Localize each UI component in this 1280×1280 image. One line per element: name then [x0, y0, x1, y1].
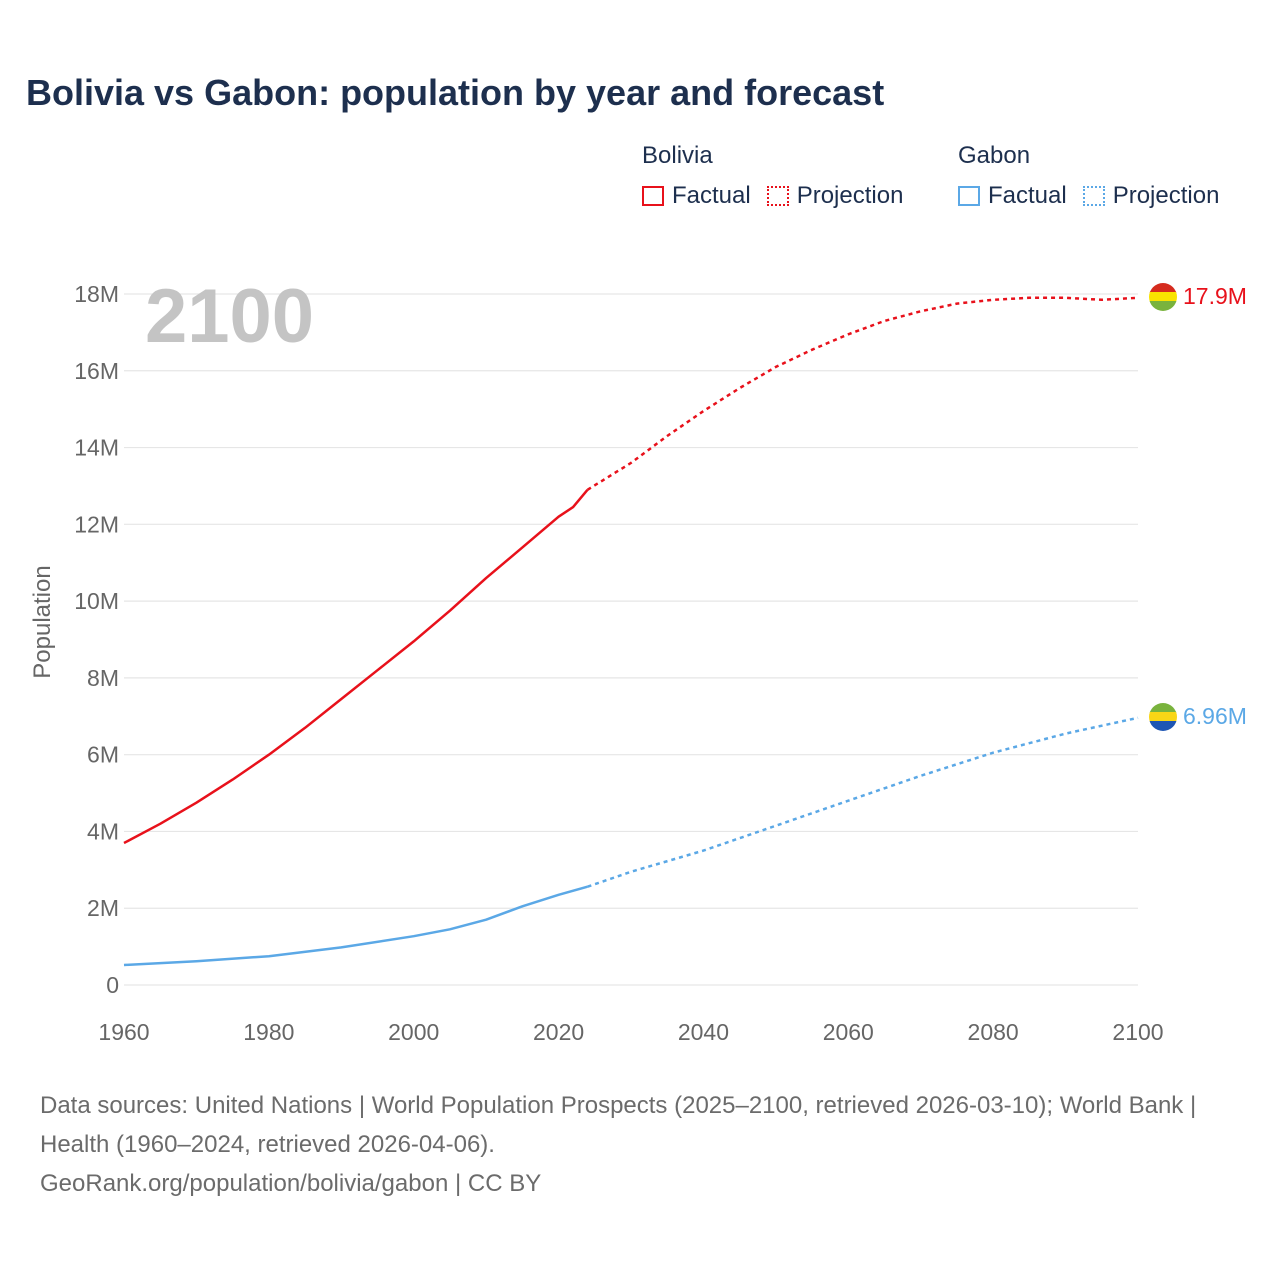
- legend-swatch-solid: [642, 186, 664, 206]
- legend-label: Projection: [796, 182, 904, 209]
- legend-group-name: Gabon: [958, 142, 1031, 169]
- x-tick-label: 2020: [533, 1019, 584, 1045]
- y-tick-label: 12M: [74, 511, 119, 537]
- legend-item-bolivia-projection[interactable]: Projection: [766, 182, 904, 210]
- y-tick-label: 10M: [74, 588, 119, 614]
- legend-label: Factual: [988, 182, 1067, 209]
- x-axis-ticks: 1960 1980 2000 2020 2040 2060 2080 2100: [98, 1019, 1163, 1045]
- gabon-factual-line: [123, 885, 588, 967]
- x-tick-label: 2100: [1112, 1019, 1163, 1045]
- y-tick-label: 6M: [87, 742, 119, 768]
- grid-lines: [124, 293, 1138, 986]
- legend-group-gabon: Gabon Factual Projection: [958, 142, 1219, 210]
- y-tick-label: 4M: [87, 818, 119, 844]
- legend-swatch-dotted: [766, 186, 789, 206]
- y-axis-ticks: 0 2M 4M 6M 8M 10M 12M 14M 16M 18M: [74, 281, 119, 998]
- x-tick-label: 1960: [98, 1019, 149, 1045]
- gabon-flag-icon: [1149, 703, 1177, 731]
- legend-item-bolivia-factual[interactable]: Factual: [642, 182, 751, 210]
- line-chart: 0 2M 4M 6M 8M 10M 12M 14M 16M 18M 1960 1980 2000 202…: [29, 274, 1247, 1045]
- x-tick-label: 2060: [823, 1019, 874, 1045]
- data-sources: Data sources: United Nations | World Pop…: [40, 1092, 1197, 1158]
- y-tick-label: 0: [106, 972, 119, 998]
- gabon-end-label: 6.96M: [1183, 703, 1247, 729]
- x-tick-label: 1980: [243, 1019, 294, 1045]
- bolivia-projection-line: [586, 296, 1139, 491]
- y-tick-label: 16M: [74, 358, 119, 384]
- year-watermark: 2100: [145, 274, 314, 359]
- footer: Data sources: United Nations | World Pop…: [40, 1086, 1240, 1203]
- credit-link[interactable]: GeoRank.org/population/bolivia/gabon | C…: [40, 1170, 542, 1197]
- y-tick-label: 2M: [87, 895, 119, 921]
- legend-label: Projection: [1112, 182, 1220, 209]
- x-tick-label: 2000: [388, 1019, 439, 1045]
- series-lines: [123, 296, 1139, 967]
- y-tick-label: 8M: [87, 665, 119, 691]
- legend-group-bolivia: Bolivia Factual Projection: [642, 142, 919, 210]
- legend-label: Factual: [672, 182, 751, 209]
- x-tick-label: 2040: [678, 1019, 729, 1045]
- y-tick-label: 18M: [74, 281, 119, 307]
- y-axis-label: Population: [29, 565, 56, 678]
- legend-swatch-dotted: [1082, 186, 1105, 206]
- bolivia-factual-line: [123, 489, 589, 845]
- gabon-projection-line: [587, 716, 1139, 888]
- chart-title: Bolivia vs Gabon: population by year and…: [26, 72, 885, 113]
- y-tick-label: 14M: [74, 435, 119, 461]
- x-tick-label: 2080: [968, 1019, 1019, 1045]
- legend-swatch-solid: [958, 186, 980, 206]
- legend-item-gabon-projection[interactable]: Projection: [1082, 182, 1220, 210]
- legend-item-gabon-factual[interactable]: Factual: [958, 182, 1067, 210]
- bolivia-flag-icon: [1149, 283, 1177, 311]
- bolivia-end-label: 17.9M: [1183, 283, 1247, 309]
- legend-group-name: Bolivia: [642, 142, 713, 169]
